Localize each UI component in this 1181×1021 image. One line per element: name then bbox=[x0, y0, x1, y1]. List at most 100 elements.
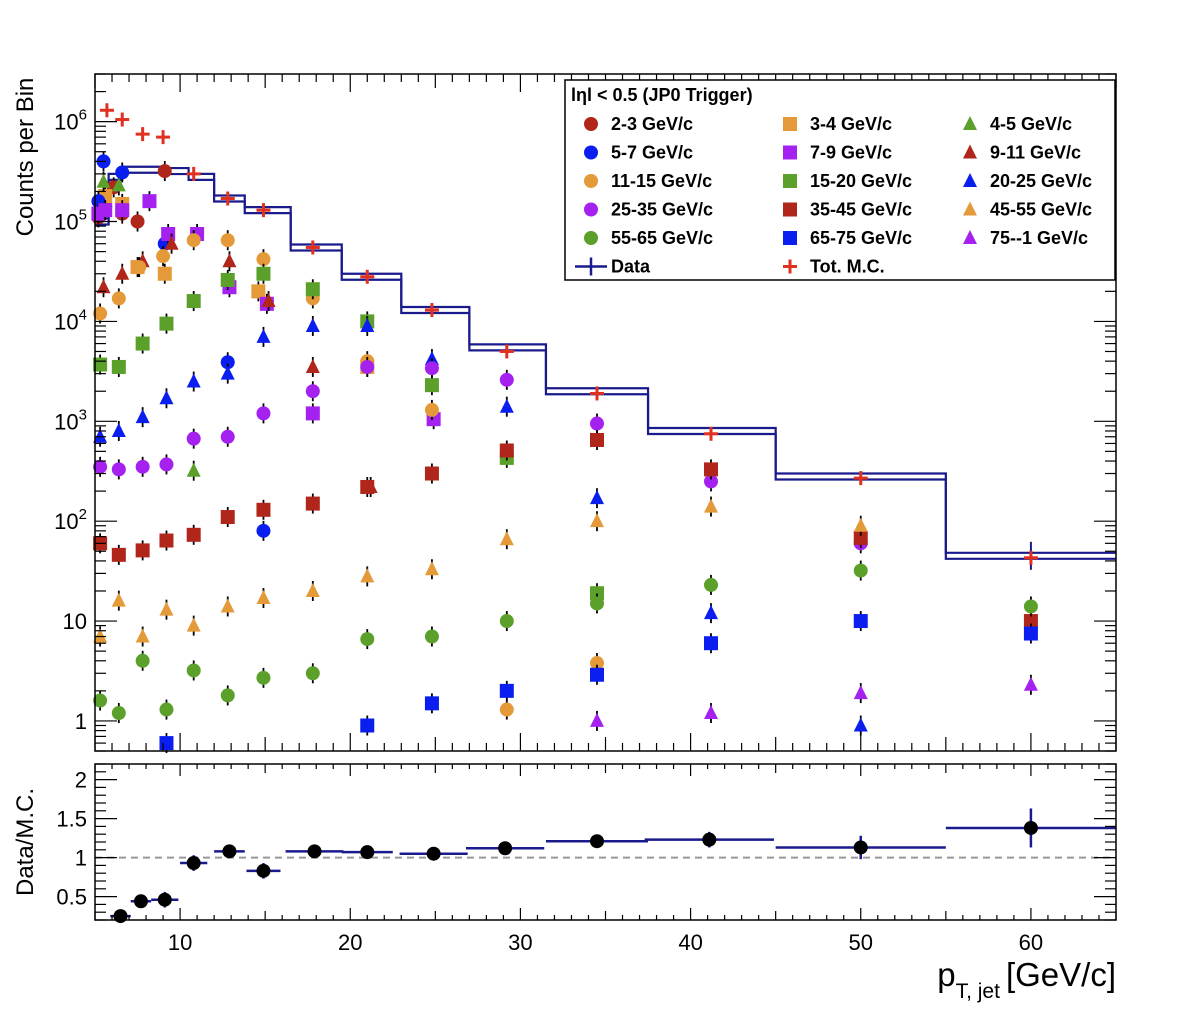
data-point bbox=[256, 252, 271, 267]
data-mc-label: Data/M.C. bbox=[12, 788, 39, 896]
legend-marker bbox=[963, 144, 977, 159]
legend-marker bbox=[783, 174, 797, 188]
data-point bbox=[1023, 676, 1038, 691]
ratio-point bbox=[151, 891, 179, 908]
legend: lηl < 0.5 (JP0 Trigger) 2-3 GeV/c 3-4 GeV… bbox=[564, 79, 1116, 281]
legend-entry: 65-75 GeV/c bbox=[783, 228, 912, 248]
data-point bbox=[424, 378, 439, 393]
series-13 bbox=[159, 611, 1038, 754]
series-8 bbox=[93, 315, 868, 736]
legend-marker bbox=[783, 231, 797, 245]
legend-entry: 5-7 GeV/c bbox=[584, 143, 693, 163]
data-point bbox=[853, 685, 868, 700]
data-point bbox=[704, 636, 719, 651]
mc-point bbox=[156, 130, 171, 145]
data-point bbox=[499, 614, 514, 629]
legend-label: 3-4 GeV/c bbox=[810, 114, 892, 134]
data-point bbox=[186, 373, 201, 388]
data-point bbox=[499, 683, 514, 698]
data-point bbox=[186, 663, 201, 678]
y-tick-label-base: 10 bbox=[54, 110, 78, 135]
data-point bbox=[159, 316, 174, 331]
data-point bbox=[135, 459, 150, 474]
data-point bbox=[305, 358, 320, 373]
data-point bbox=[159, 457, 174, 472]
data-point bbox=[157, 266, 172, 281]
ratio-point bbox=[214, 844, 245, 859]
data-point bbox=[360, 359, 375, 374]
legend-label: 20-25 GeV/c bbox=[990, 171, 1092, 191]
ratio-point bbox=[180, 855, 208, 871]
legend-marker bbox=[783, 145, 797, 160]
data-point bbox=[115, 203, 130, 218]
legend-entry: 25-35 GeV/c bbox=[584, 200, 713, 220]
ratio-marker bbox=[360, 845, 375, 860]
data-point bbox=[853, 517, 868, 532]
legend-marker bbox=[963, 116, 977, 130]
data-point bbox=[360, 568, 375, 583]
ratio-marker bbox=[256, 863, 271, 878]
legend-marker bbox=[584, 145, 598, 160]
data-point bbox=[424, 696, 439, 711]
series-14 bbox=[589, 674, 1038, 731]
y-tick-label-exp: 4 bbox=[79, 306, 87, 323]
data-point bbox=[589, 416, 604, 431]
mc-point bbox=[704, 426, 719, 441]
legend-label: 7-9 GeV/c bbox=[810, 143, 892, 163]
y-tick-label: 105 bbox=[54, 207, 87, 235]
data-point bbox=[704, 577, 719, 592]
legend-entries: 2-3 GeV/c 3-4 GeV/c 4-5 GeV/c 5-7 GeV/c 7-9 … bbox=[575, 114, 1092, 277]
data-point bbox=[256, 328, 271, 343]
legend-entry: Tot. M.C. bbox=[783, 257, 885, 277]
data-point bbox=[360, 317, 375, 332]
y-tick-label-exp: 2 bbox=[79, 506, 87, 523]
legend-label: Data bbox=[611, 257, 651, 277]
legend-label: 65-75 GeV/c bbox=[810, 228, 912, 248]
data-point bbox=[589, 513, 604, 528]
data-point bbox=[589, 490, 604, 505]
series-6 bbox=[93, 230, 604, 720]
data-point bbox=[96, 173, 111, 188]
data-point bbox=[424, 361, 439, 376]
y-tick-label: 2 bbox=[75, 768, 87, 793]
ratio-point bbox=[130, 894, 152, 909]
legend-marker bbox=[783, 202, 797, 217]
ratio-point bbox=[341, 845, 393, 860]
data-point bbox=[424, 351, 439, 366]
y-tick-label-base: 10 bbox=[54, 409, 78, 434]
data-point bbox=[499, 372, 514, 387]
data-point bbox=[853, 563, 868, 578]
data-point bbox=[111, 462, 126, 477]
mc-point bbox=[256, 203, 271, 218]
legend-box bbox=[564, 79, 1116, 281]
data-point bbox=[499, 702, 514, 717]
legend-marker bbox=[783, 117, 797, 131]
x-axis-title-sub: T, jet bbox=[956, 980, 1001, 1003]
y-tick-label-base: 10 bbox=[54, 210, 78, 235]
mc-point bbox=[220, 191, 235, 206]
mc-point bbox=[360, 269, 375, 284]
data-point bbox=[220, 272, 235, 287]
ratio-marker bbox=[853, 840, 868, 855]
y-tick-label: 102 bbox=[54, 506, 87, 534]
data-point bbox=[853, 717, 868, 732]
ratio-point bbox=[945, 808, 1116, 848]
y-tick-label: 0.5 bbox=[56, 885, 87, 910]
y-tick-label: 104 bbox=[54, 306, 87, 334]
series-4 bbox=[91, 191, 441, 430]
legend-entry: 20-25 GeV/c bbox=[963, 171, 1092, 191]
ratio-point bbox=[285, 844, 344, 859]
data-point bbox=[704, 462, 719, 477]
y-tick-label: 103 bbox=[54, 406, 87, 434]
data-point bbox=[1023, 614, 1038, 629]
data-point bbox=[305, 282, 320, 297]
data-point bbox=[704, 605, 719, 620]
data-point bbox=[424, 561, 439, 576]
legend-entry: 35-45 GeV/c bbox=[783, 200, 912, 220]
data-point bbox=[93, 628, 108, 643]
data-point bbox=[186, 527, 201, 542]
data-point bbox=[360, 632, 375, 647]
y-tick-label-exp: 3 bbox=[79, 406, 87, 423]
data-point bbox=[1023, 599, 1038, 614]
legend-marker bbox=[584, 231, 598, 245]
